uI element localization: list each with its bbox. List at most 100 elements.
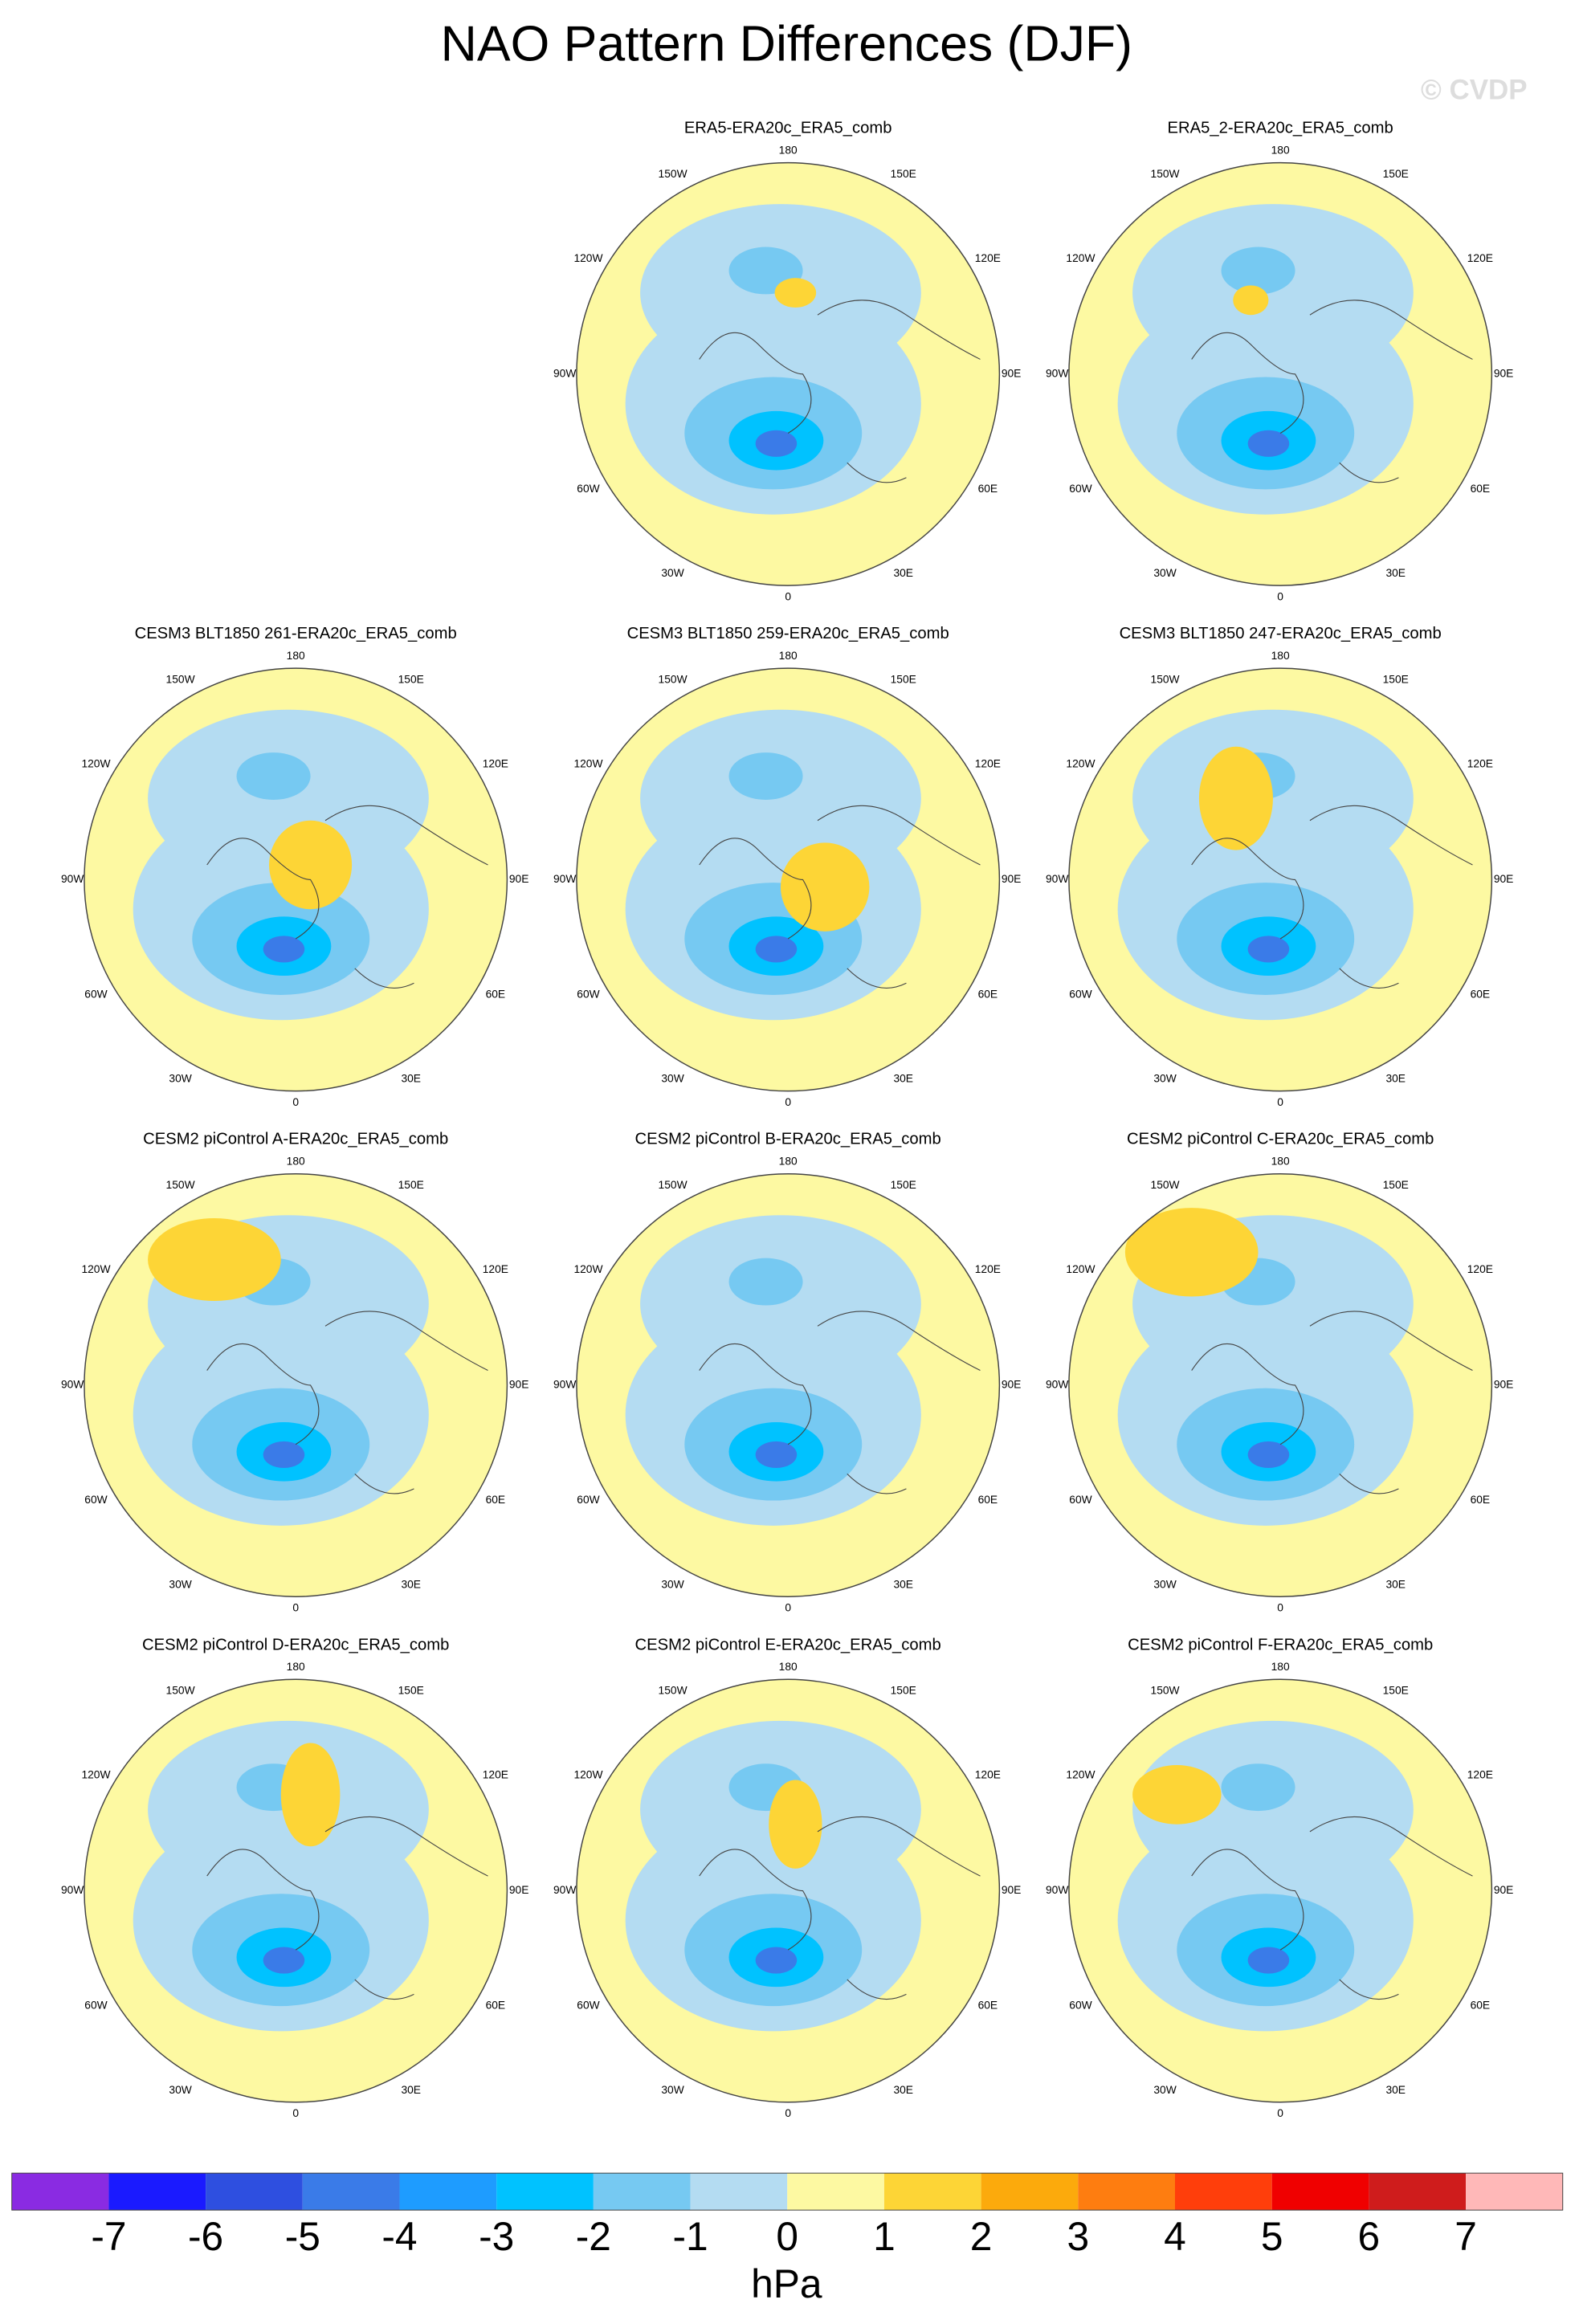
longitude-label: 120W [1066,1263,1095,1275]
longitude-label: 150W [1151,673,1180,685]
colorbar-tick-label: 1 [873,2214,896,2259]
longitude-label: 180 [287,1661,305,1673]
colorbar-box [1369,2173,1467,2211]
colorbar-box [593,2173,691,2211]
longitude-label: 120E [1467,252,1493,264]
map [576,1173,1000,1597]
longitude-label: 180 [779,650,798,662]
longitude-label: 90W [553,1884,576,1896]
longitude-label: 60E [978,989,998,1001]
longitude-label: 60E [978,483,998,495]
coastline [699,1311,981,1494]
shading [728,1258,803,1306]
colorbar-box [399,2173,497,2211]
longitude-label: 90E [1002,1379,1022,1391]
longitude-label: 150E [1383,168,1409,180]
longitude-label: 150E [1383,673,1409,685]
longitude-label: 0 [785,1096,791,1108]
longitude-label: 0 [292,1602,299,1614]
map [84,1679,508,2102]
longitude-label: 120E [1467,1263,1493,1275]
longitude-label: 150W [659,1179,687,1191]
longitude-label: 90W [61,1379,84,1391]
colorbar-tick-label: -2 [576,2214,611,2259]
longitude-label: 150W [166,1179,195,1191]
panel-title: CESM2 piControl C-ERA20c_ERA5_comb [1127,1131,1434,1148]
longitude-label: 30E [893,2084,913,2096]
longitude-label: 0 [292,2107,299,2119]
colorbar-box [1271,2173,1369,2211]
longitude-label: 30E [893,1578,913,1590]
coastline [699,1816,981,2000]
longitude-label: 60W [577,2000,599,2012]
map [1068,668,1492,1091]
colorbar-box [1466,2173,1563,2211]
longitude-label: 30E [893,1073,913,1085]
map-border [576,667,1001,1092]
longitude-label: 30W [169,1073,191,1085]
longitude-label: 180 [1271,650,1290,662]
shading [1132,1765,1222,1825]
longitude-label: 60W [577,483,599,495]
longitude-label: 60E [1471,483,1491,495]
map [1068,1173,1492,1597]
longitude-label: 30E [401,1073,421,1085]
coastline [206,805,488,989]
longitude-label: 0 [1277,590,1283,602]
longitude-label: 150E [398,1179,424,1191]
colorbar-tick-label: 2 [970,2214,993,2259]
longitude-label: 120W [1066,757,1095,769]
longitude-label: 150W [1151,1684,1180,1696]
longitude-label: 30E [401,2084,421,2096]
longitude-label: 60E [486,2000,506,2012]
longitude-label: 90W [1046,367,1068,379]
coastline [1191,1311,1473,1494]
longitude-label: 150E [1383,1179,1409,1191]
shading [263,1947,305,1974]
longitude-label: 30W [661,2084,683,2096]
longitude-label: 150E [398,1684,424,1696]
map-border [1068,161,1493,586]
shading [769,1780,822,1869]
longitude-label: 30E [1385,1578,1406,1590]
longitude-label: 120W [1066,1769,1095,1781]
longitude-label: 120E [483,1263,508,1275]
shading [263,936,305,963]
map-border [576,161,1001,586]
map-border [576,1172,1001,1597]
shading [1221,1763,1295,1812]
shading [755,1441,798,1469]
coastline [206,1311,488,1494]
shading [1247,430,1290,457]
longitude-label: 120E [1467,1769,1493,1781]
map-border [84,667,508,1092]
longitude-label: 0 [785,590,791,602]
map-border [84,1172,508,1597]
longitude-label: 90E [509,873,529,885]
longitude-label: 120E [975,1263,1001,1275]
colorbar-box [496,2173,594,2211]
colorbar-box [883,2173,981,2211]
panel-title: CESM3 BLT1850 261-ERA20c_ERA5_comb [135,625,457,642]
map-border [84,1678,508,2103]
map-border [1068,1172,1493,1597]
longitude-label: 30E [1385,567,1406,579]
longitude-label: 90E [509,1884,529,1896]
longitude-label: 120W [81,1263,110,1275]
longitude-label: 90W [1046,1379,1068,1391]
longitude-label: 30W [661,1578,683,1590]
longitude-label: 60E [978,1494,998,1506]
map-border [1068,667,1493,1092]
coastline [1191,300,1473,483]
panel-title: CESM2 piControl A-ERA20c_ERA5_comb [143,1131,448,1148]
longitude-label: 120E [1467,757,1493,769]
colorbar-box [206,2173,303,2211]
colorbar-tick-label: -6 [188,2214,223,2259]
colorbar-box [690,2173,788,2211]
longitude-label: 60W [577,989,599,1001]
longitude-label: 180 [779,1156,798,1168]
longitude-label: 60E [1471,2000,1491,2012]
colorbar-box [981,2173,1079,2211]
colorbar-box [787,2173,884,2211]
shading [755,430,798,457]
